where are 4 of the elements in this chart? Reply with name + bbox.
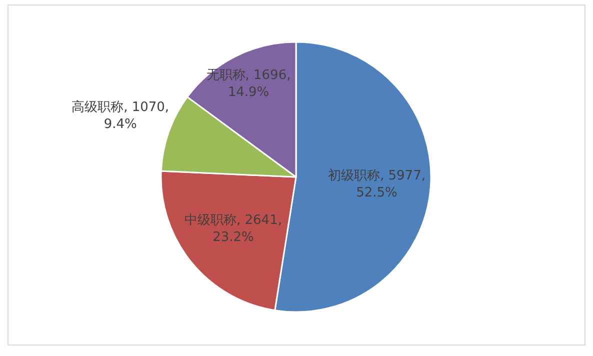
slice-label: 高级职称, 1070, 9.4% — [72, 98, 170, 132]
slice-label: 无职称, 1696, 14.9% — [206, 68, 291, 100]
slice-label: 中级职称, 2641, 23.2% — [184, 213, 282, 246]
slice-label: 初级职称, 5977, 52.5% — [328, 168, 426, 200]
